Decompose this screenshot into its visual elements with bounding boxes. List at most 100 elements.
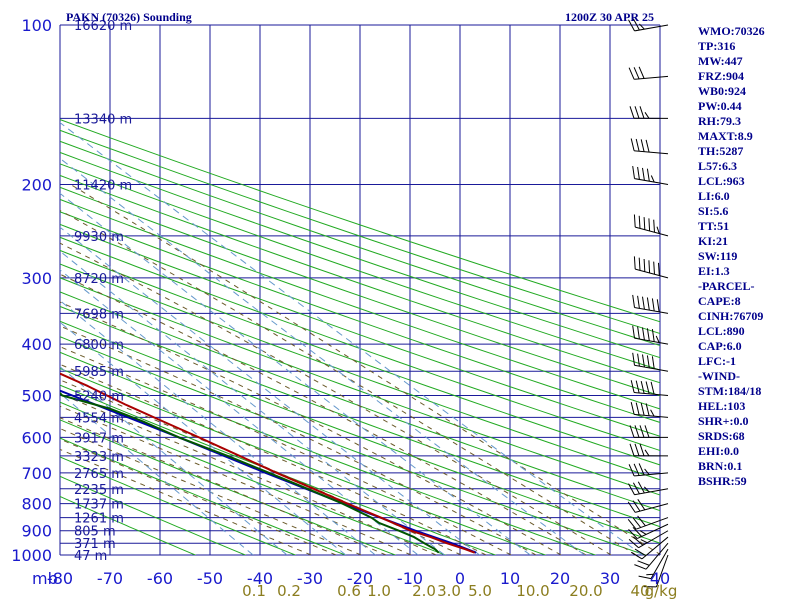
mixing-ratio-label: 1.0	[367, 582, 391, 600]
stat-item: SRDS:68	[698, 429, 745, 443]
dry-adiabat	[60, 336, 647, 555]
wind-barb-shaft	[655, 554, 669, 588]
wind-barb-feather	[632, 500, 641, 512]
wind-barb-feather	[633, 67, 640, 80]
wind-barb-feather	[634, 443, 640, 456]
wind-barb	[629, 106, 669, 119]
dry-adiabat	[60, 401, 447, 555]
wind-barb-feather	[655, 335, 660, 343]
wind-barb-feather	[648, 260, 651, 274]
mixing-ratio-label: 2.0	[412, 582, 436, 600]
wind-barb-feather	[642, 296, 645, 310]
dry-adiabat	[60, 174, 660, 384]
mixing-ratio-lines	[60, 122, 643, 555]
wind-barb-shaft	[650, 548, 669, 579]
moist-adiabat	[60, 363, 487, 555]
temperature-tick-label: -70	[97, 569, 123, 588]
stat-item: -WIND-	[698, 369, 740, 383]
wind-barb-feather	[628, 464, 635, 477]
height-label: 13340 m	[74, 112, 132, 127]
moist-adiabat	[60, 209, 637, 555]
height-label: 2765 m	[74, 467, 124, 482]
station-title: PAKN (70326) Sounding	[66, 10, 192, 24]
wind-barb-feather	[630, 138, 635, 151]
wind-barb-feather	[630, 401, 635, 415]
wind-barb-feather	[637, 353, 640, 367]
pressure-tick-label: 900	[21, 522, 52, 541]
pressure-tick-label: 200	[21, 176, 52, 195]
wind-barb-feather	[653, 219, 655, 233]
wind-barb-shaft	[634, 307, 669, 314]
mixing-ratio-label: 0.6	[337, 582, 361, 600]
moist-adiabat	[60, 325, 537, 555]
wind-barb-feather	[633, 463, 640, 476]
wind-barb-shaft	[634, 472, 669, 477]
temperature-tick-label: -10	[397, 569, 423, 588]
wind-barb-feather	[632, 18, 640, 31]
dry-adiabat	[60, 367, 547, 555]
mixing-ratio-line	[60, 122, 643, 555]
stat-item: SW:119	[698, 249, 738, 263]
moist-adiabat	[60, 346, 512, 555]
height-label: 11420 m	[74, 179, 132, 194]
wind-barb-feather	[639, 425, 645, 438]
wind-barb	[643, 554, 669, 588]
wind-barb-feather	[632, 325, 635, 339]
temperature-tick-label: -60	[147, 569, 173, 588]
wind-barb-shaft	[634, 392, 669, 396]
wind-barb	[632, 325, 669, 345]
stat-item: FRZ:904	[698, 69, 744, 83]
wind-barb-feather	[627, 501, 636, 513]
wind-barb-feather	[630, 380, 635, 393]
dry-adiabat	[60, 129, 660, 335]
moist-adiabat	[60, 242, 612, 555]
dry-adiabat	[60, 437, 347, 555]
mixing-ratio-label: 0.1	[242, 582, 266, 600]
height-label: 7698 m	[74, 307, 124, 322]
wind-barb-feather	[637, 326, 640, 340]
mixing-ratio-line	[60, 250, 445, 555]
temperature-tick-label: 10	[500, 569, 520, 588]
moist-adiabat	[60, 393, 437, 555]
pressure-tick-label: 100	[21, 16, 52, 35]
dry-adiabats	[60, 119, 660, 555]
stat-item: LFC:-1	[698, 354, 736, 368]
wind-barb	[638, 548, 669, 580]
wind-barb-feather	[645, 139, 650, 153]
wind-barb	[633, 214, 669, 237]
dry-adiabat	[60, 320, 660, 544]
temperature-tick-label: -50	[197, 569, 223, 588]
wind-barb-feather	[643, 486, 650, 493]
wind-barb-feather	[646, 328, 650, 341]
stat-item: EHI:0.0	[698, 444, 740, 458]
moist-adiabats	[60, 184, 660, 555]
wind-barb-feather	[635, 138, 640, 152]
wind-barb-feather	[640, 539, 648, 544]
pressure-tick-label: 500	[21, 387, 52, 406]
profiles	[60, 372, 477, 554]
wind-barb-feather	[635, 402, 640, 416]
stat-item: PW:0.44	[698, 99, 742, 113]
stat-item: RH:79.3	[698, 114, 741, 128]
dry-adiabat	[60, 151, 660, 359]
wind-barb-feather	[651, 356, 655, 369]
wind-barb	[630, 401, 669, 418]
wind-barb	[629, 443, 669, 457]
wind-barb-shaft	[636, 523, 669, 540]
height-label: 6800 m	[74, 338, 124, 353]
parcel-path-line	[60, 389, 477, 554]
wind-barb-feather	[628, 529, 638, 539]
height-label: 3323 m	[74, 450, 124, 465]
moist-adiabat	[60, 301, 562, 555]
stat-item: CAP:6.0	[698, 339, 742, 353]
wind-barbs	[627, 18, 669, 588]
stat-item: TP:316	[698, 39, 736, 53]
wind-barb-feather	[633, 256, 636, 270]
wind-barb-feather	[637, 481, 645, 494]
dry-adiabat	[60, 140, 660, 347]
temperature-tick-label: -80	[47, 569, 73, 588]
wind-barb	[627, 499, 669, 513]
wind-barb-feather	[642, 354, 645, 368]
wind-barb-feather	[635, 380, 640, 394]
